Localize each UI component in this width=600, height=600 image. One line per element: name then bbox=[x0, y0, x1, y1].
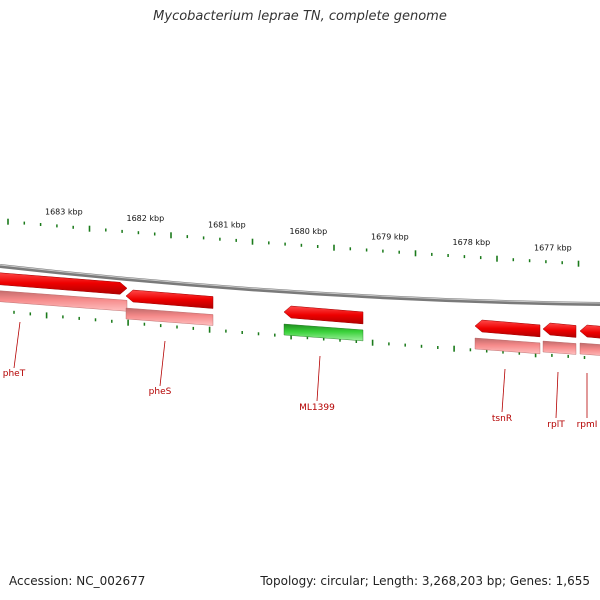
gene-bar-tsnR bbox=[474, 337, 541, 355]
scale-label-1679: 1679 kbp bbox=[371, 233, 409, 242]
gene-leader-tsnR bbox=[501, 368, 506, 413]
gene-arrow-rplT bbox=[542, 322, 577, 338]
gene-bar-pheS bbox=[125, 307, 214, 326]
gene-leader-pheT bbox=[13, 321, 21, 369]
gene-label-pheS: pheS bbox=[149, 387, 172, 397]
gene-label-ML1399: ML1399 bbox=[299, 403, 335, 413]
gene-bar-rplT bbox=[542, 340, 577, 355]
scale-label-1677: 1677 kbp bbox=[534, 243, 572, 252]
scale-label-1680: 1680 kbp bbox=[290, 227, 328, 236]
accession-text: Accession: NC_002677 bbox=[9, 574, 146, 588]
label-layer: pheT pheS ML1399 tsnR rplT rpmI bbox=[3, 321, 598, 430]
scale-label-1683: 1683 kbp bbox=[45, 207, 83, 216]
gene-arrow-rpmI bbox=[579, 324, 600, 339]
map-title: Mycobacterium leprae TN, complete genome bbox=[153, 9, 447, 24]
gene-arrow-pheT bbox=[0, 272, 128, 295]
scale-label-1681: 1681 kbp bbox=[208, 221, 246, 230]
gene-arrow-ML1399 bbox=[283, 305, 364, 325]
gene-arrow-pheS bbox=[125, 289, 214, 309]
gene-label-tsnR: tsnR bbox=[492, 414, 512, 424]
gene-layer bbox=[0, 272, 600, 356]
genome-backbone bbox=[0, 264, 600, 306]
genome-summary-text: Topology: circular; Length: 3,268,203 bp… bbox=[260, 574, 590, 588]
gene-label-rpmI: rpmI bbox=[577, 420, 598, 430]
gene-label-rplT: rplT bbox=[547, 420, 565, 430]
scale-label-1678: 1678 kbp bbox=[453, 238, 491, 247]
gene-leader-pheS bbox=[159, 340, 166, 387]
gene-bar-ML1399 bbox=[283, 323, 364, 342]
gene-bar-rpmI bbox=[579, 342, 600, 356]
gene-label-pheT: pheT bbox=[3, 369, 26, 379]
genome-backbone-highlight bbox=[0, 264, 600, 304]
gene-leader-ML1399 bbox=[316, 355, 321, 402]
gene-arrow-tsnR bbox=[474, 319, 541, 338]
scale-label-1682: 1682 kbp bbox=[127, 214, 165, 223]
gene-leader-rplT bbox=[555, 371, 559, 419]
tick-layer: 1683 kbp 1682 kbp 1681 kbp 1680 kbp 1679 kbp… bbox=[7, 207, 586, 359]
